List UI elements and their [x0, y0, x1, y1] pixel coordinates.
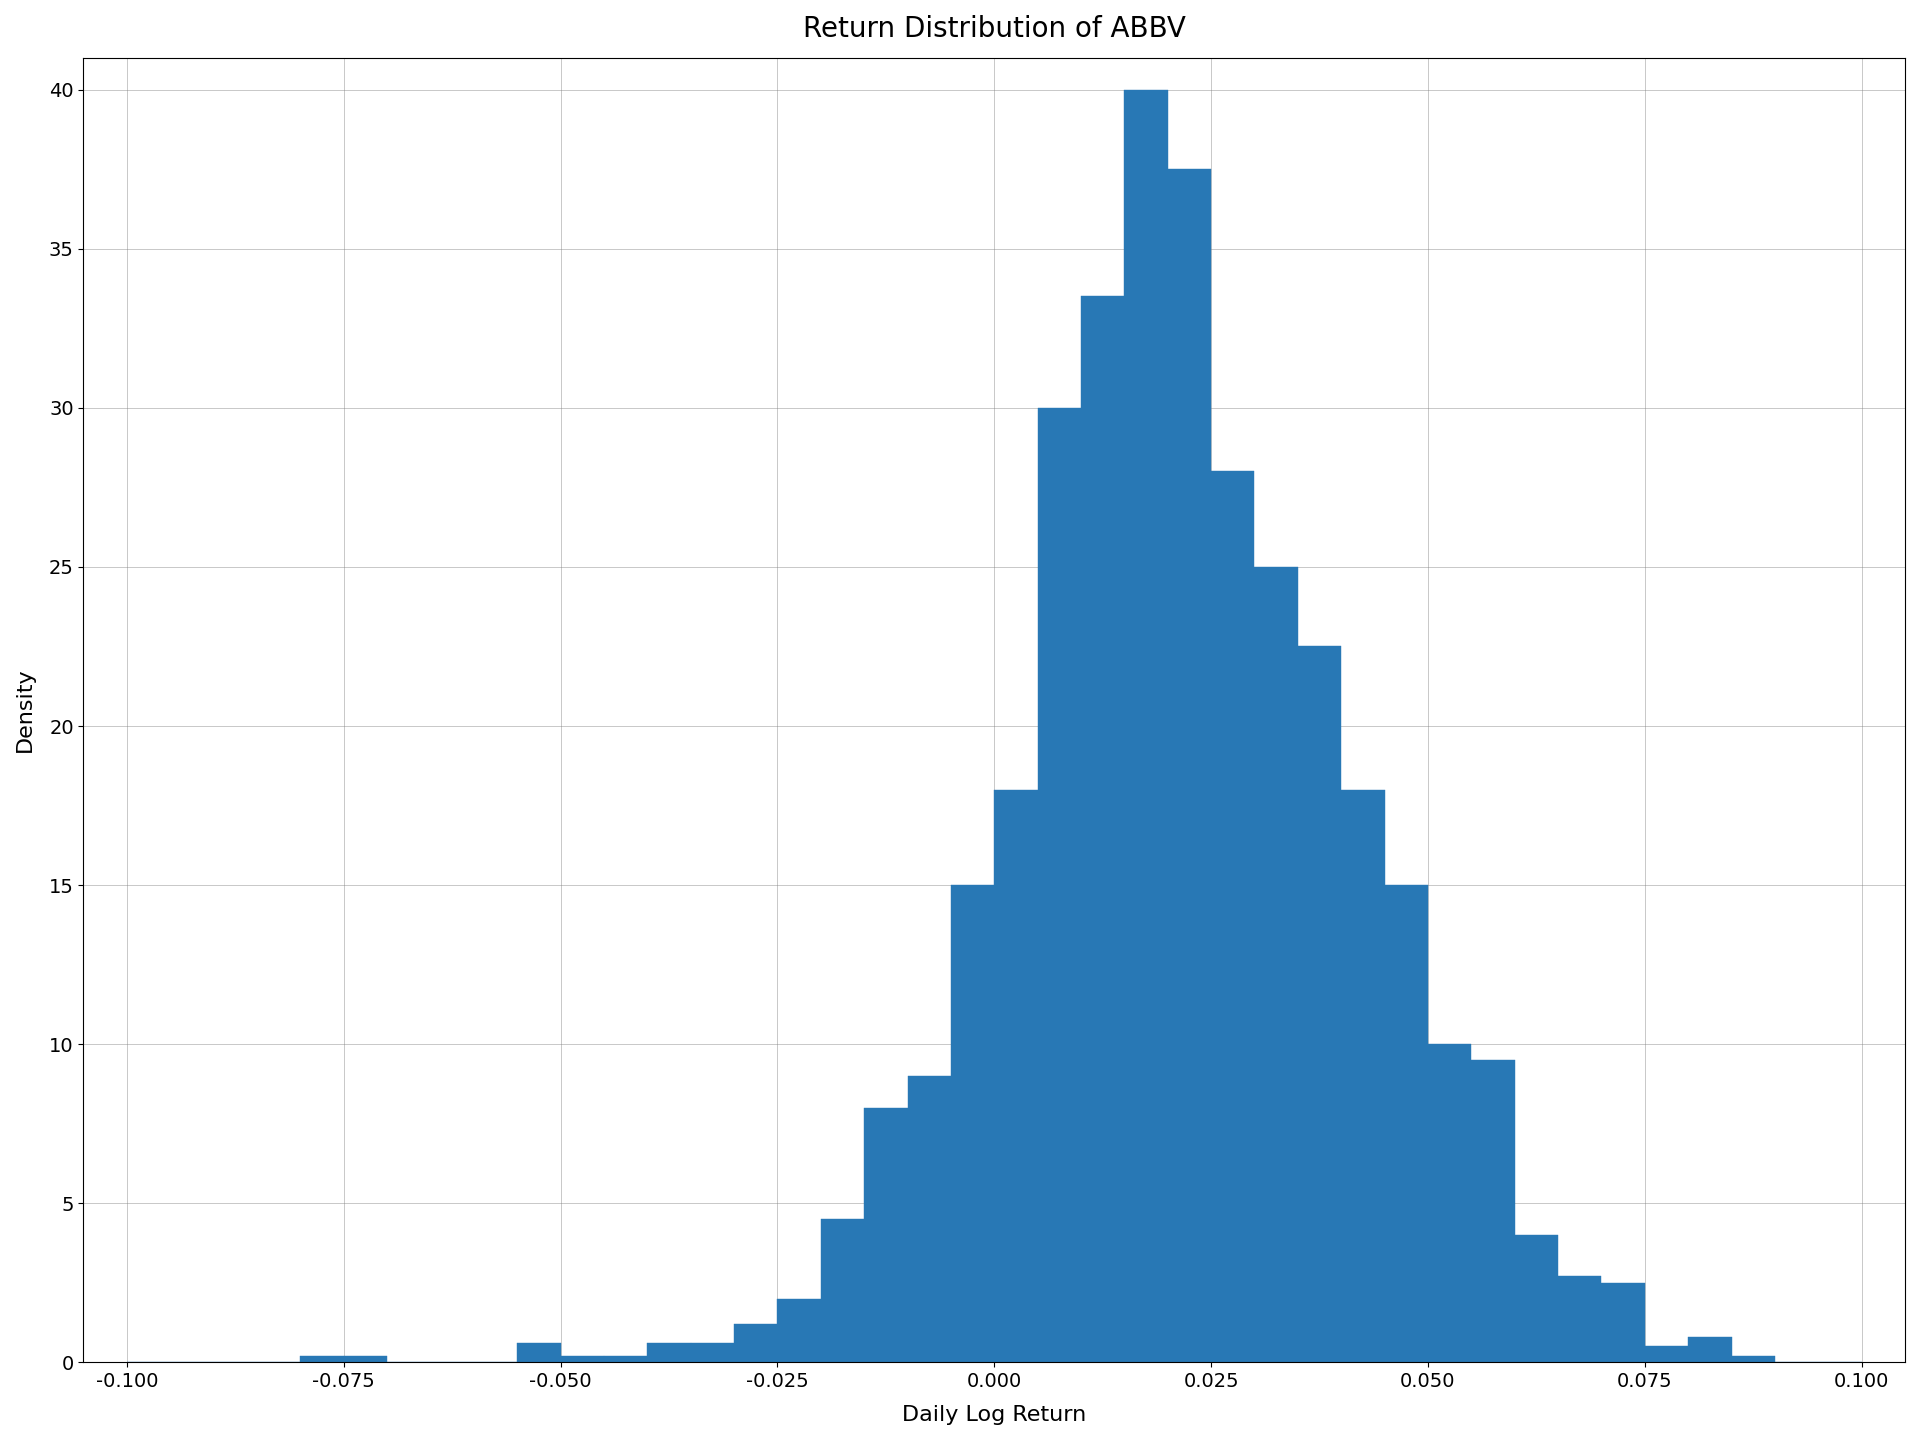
Bar [1428, 1044, 1471, 1362]
Title: Return Distribution of ABBV: Return Distribution of ABBV [803, 14, 1187, 43]
Bar [1515, 1236, 1557, 1362]
Bar [1298, 647, 1342, 1362]
Bar [864, 1107, 908, 1362]
Bar [344, 1356, 388, 1362]
Bar [1384, 886, 1428, 1362]
Bar [733, 1325, 778, 1362]
Bar [1732, 1356, 1774, 1362]
Bar [820, 1220, 864, 1362]
Y-axis label: Density: Density [15, 668, 35, 753]
Bar [1212, 471, 1254, 1362]
Bar [605, 1356, 647, 1362]
Bar [1037, 408, 1081, 1362]
Bar [1081, 297, 1125, 1362]
Bar [1125, 89, 1167, 1362]
Bar [908, 1076, 950, 1362]
Bar [1688, 1336, 1732, 1362]
Bar [300, 1356, 344, 1362]
Bar [995, 789, 1037, 1362]
Bar [561, 1356, 605, 1362]
Bar [1254, 567, 1298, 1362]
Bar [950, 886, 995, 1362]
Bar [691, 1344, 733, 1362]
Bar [516, 1344, 561, 1362]
X-axis label: Daily Log Return: Daily Log Return [902, 1405, 1087, 1426]
Bar [1471, 1060, 1515, 1362]
Bar [1167, 168, 1212, 1362]
Bar [1342, 789, 1384, 1362]
Bar [647, 1344, 691, 1362]
Bar [1601, 1283, 1645, 1362]
Bar [778, 1299, 820, 1362]
Bar [1557, 1276, 1601, 1362]
Bar [1645, 1346, 1688, 1362]
